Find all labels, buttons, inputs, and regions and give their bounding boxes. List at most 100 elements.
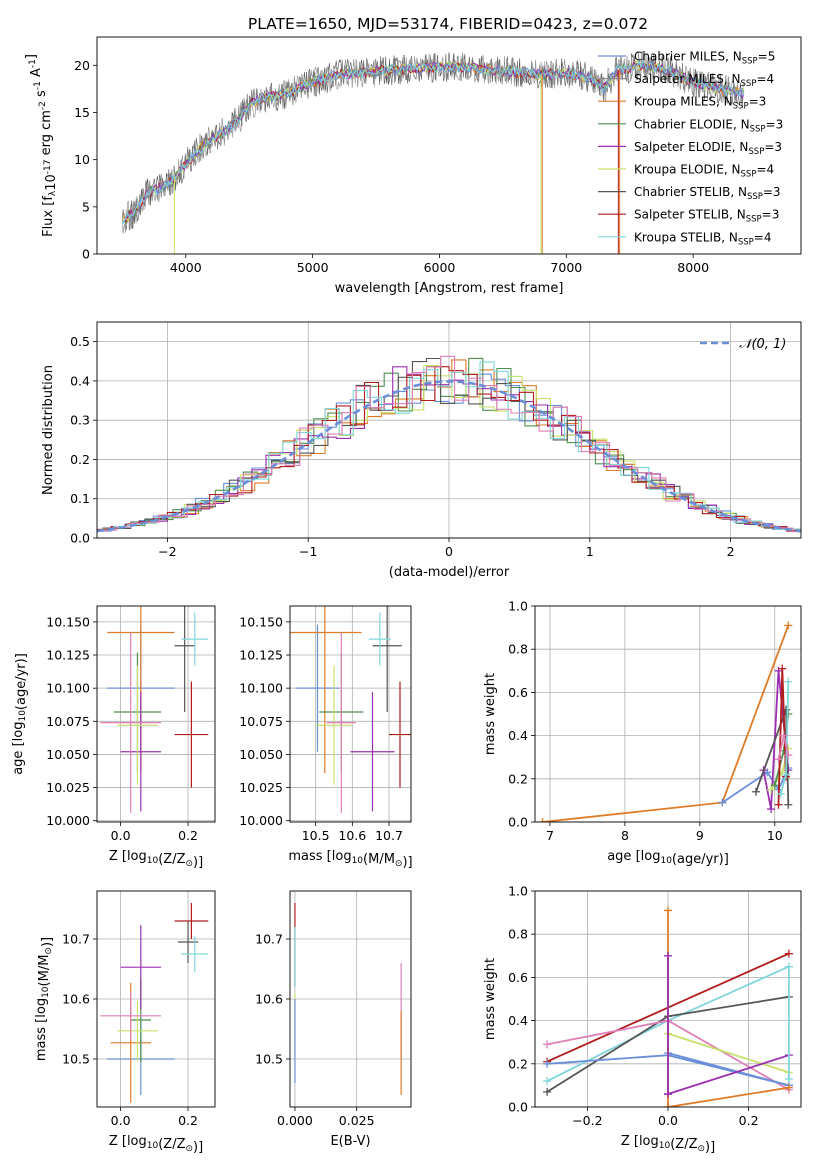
plot-area bbox=[121, 50, 745, 254]
weight-point-marker bbox=[664, 1103, 672, 1107]
y-tick-label: 0.3 bbox=[70, 413, 90, 428]
age-vs-mass-panel: 10.5 10.6 10.7 10.000 10.025 10.050 10.075 10.1… bbox=[239, 605, 413, 870]
weight-point-marker bbox=[543, 1087, 552, 1096]
y-tick-label: 0.8 bbox=[508, 927, 528, 942]
y-tick-label: 10.150 bbox=[239, 614, 283, 629]
weight-line bbox=[667, 1054, 790, 1095]
x-tick-label: 0.0 bbox=[111, 1113, 131, 1128]
y-tick-label: 0.8 bbox=[508, 642, 528, 657]
spectrum-line bbox=[122, 59, 745, 225]
y-axis-label: mass [log10(M/M⊙)] bbox=[34, 937, 55, 1061]
y-tick-label: 5 bbox=[82, 199, 90, 214]
x-axis-label: age [log10(age/yr)] bbox=[607, 849, 729, 867]
y-tick-label: 10.025 bbox=[239, 780, 283, 795]
weight-point-marker bbox=[784, 751, 793, 760]
y-tick-label: 10.5 bbox=[255, 1052, 283, 1067]
weight-point-marker bbox=[718, 798, 727, 807]
grid-lines bbox=[97, 606, 215, 822]
x-tick-label: 8000 bbox=[677, 260, 709, 275]
weight-point-marker bbox=[774, 755, 783, 764]
weight-point-marker bbox=[767, 785, 776, 794]
weight-point-marker bbox=[784, 800, 793, 809]
weight-point-marker bbox=[543, 1059, 552, 1068]
x-tick-label: 1 bbox=[586, 544, 594, 559]
legend-entry: Chabrier ELODIE, NSSP=3 bbox=[634, 117, 783, 134]
x-tick-label: 0.000 bbox=[277, 1113, 313, 1128]
weight-line bbox=[667, 1032, 790, 1074]
y-tick-label: 0.4 bbox=[508, 1013, 528, 1028]
y-tick-label: 10.000 bbox=[46, 813, 90, 828]
weight-point-marker bbox=[784, 677, 793, 686]
legend-entry: Kroupa ELODIE, NSSP=4 bbox=[634, 163, 774, 180]
y-axis-label: age [log10(age/yr)] bbox=[11, 653, 29, 775]
weight-point-marker bbox=[784, 621, 793, 630]
legend-entry: Kroupa STELIB, NSSP=4 bbox=[634, 230, 772, 247]
weight-point-marker bbox=[767, 805, 776, 814]
axes-frame bbox=[96, 605, 216, 823]
grid-lines bbox=[97, 891, 215, 1107]
y-tick-label: 0.4 bbox=[508, 728, 528, 743]
y-tick-label: 10.075 bbox=[239, 714, 283, 729]
x-axis-label: Z [log10(Z/Z⊙)] bbox=[109, 1134, 203, 1155]
y-tick-label: 0.1 bbox=[70, 491, 90, 506]
legend-entry: Kroupa MILES, NSSP=3 bbox=[634, 95, 766, 112]
weight-point-marker bbox=[752, 787, 761, 796]
x-tick-label: 0.2 bbox=[178, 1113, 198, 1128]
grid-lines bbox=[290, 891, 411, 1107]
plot-area bbox=[100, 903, 209, 1103]
weight-point-marker bbox=[784, 1074, 793, 1083]
x-tick-label: 4000 bbox=[170, 260, 202, 275]
y-tick-label: 0 bbox=[82, 247, 90, 262]
weight-point-marker bbox=[784, 962, 793, 971]
mass-vs-metallicity-panel: 0.0 0.2 10.5 10.6 10.7 Z [log10(Z/Z⊙)] mass [l… bbox=[34, 890, 216, 1155]
y-tick-label: 10.125 bbox=[239, 648, 283, 663]
spectrum-line bbox=[121, 60, 744, 224]
x-tick-label: 8 bbox=[621, 828, 629, 843]
age-vs-metallicity-panel: 0.0 0.2 10.000 10.025 10.050 10.075 10.100 10.1… bbox=[11, 605, 216, 870]
weight-point-marker bbox=[770, 781, 779, 790]
y-tick-label: 10.100 bbox=[239, 681, 283, 696]
weight-line bbox=[667, 1052, 790, 1087]
weight-point-marker bbox=[538, 818, 547, 822]
legend-entry: Salpeter STELIB, NSSP=3 bbox=[634, 208, 779, 225]
y-tick-label: 0.0 bbox=[508, 815, 528, 830]
axes-frame bbox=[289, 605, 412, 823]
grid-lines bbox=[535, 605, 801, 823]
axes-frame bbox=[534, 605, 802, 823]
y-tick-label: 0.6 bbox=[508, 685, 528, 700]
y-tick-label: 0.6 bbox=[508, 970, 528, 985]
weight-point-marker bbox=[784, 949, 793, 958]
y-tick-label: 10.075 bbox=[46, 714, 90, 729]
x-tick-label: 7 bbox=[546, 828, 554, 843]
axes-frame bbox=[289, 890, 412, 1108]
legend-entry: 𝒩(0, 1) bbox=[739, 337, 786, 352]
axes-frame bbox=[96, 321, 802, 539]
y-tick-label: 10.5 bbox=[62, 1052, 90, 1067]
y-tick-label: 0.0 bbox=[70, 531, 90, 546]
y-tick-label: 10.7 bbox=[62, 932, 90, 947]
y-tick-label: 0.2 bbox=[508, 1056, 528, 1071]
y-tick-label: 0.5 bbox=[70, 334, 90, 349]
x-tick-label: 0.0 bbox=[111, 828, 131, 843]
histogram-step-line bbox=[99, 361, 801, 531]
y-tick-label: 15 bbox=[74, 105, 90, 120]
figure-title: PLATE=1650, MJD=53174, FIBERID=0423, z=0… bbox=[248, 15, 648, 33]
x-axis-label: Z [log10(Z/Z⊙)] bbox=[109, 849, 203, 870]
weight-point-marker bbox=[782, 770, 791, 779]
normal-reference-curve bbox=[97, 379, 801, 533]
spectrum-panel: 4000 5000 6000 7000 8000 0 5 10 15 20 wavelength [… bbox=[24, 36, 802, 296]
x-tick-label: −0.2 bbox=[572, 1113, 602, 1128]
y-tick-label: 10.000 bbox=[239, 813, 283, 828]
weight-line bbox=[542, 625, 790, 822]
y-tick-label: 10.050 bbox=[46, 747, 90, 762]
weight-point-marker bbox=[784, 1083, 793, 1092]
y-tick-label: 10.100 bbox=[46, 681, 90, 696]
x-tick-label: 10 bbox=[767, 828, 783, 843]
weight-point-marker bbox=[774, 800, 783, 809]
plot-area bbox=[100, 606, 209, 813]
x-tick-label: 5000 bbox=[297, 260, 329, 275]
y-tick-label: 10.6 bbox=[255, 992, 283, 1007]
y-tick-label: 10.025 bbox=[46, 780, 90, 795]
y-tick-label: 10.6 bbox=[62, 992, 90, 1007]
